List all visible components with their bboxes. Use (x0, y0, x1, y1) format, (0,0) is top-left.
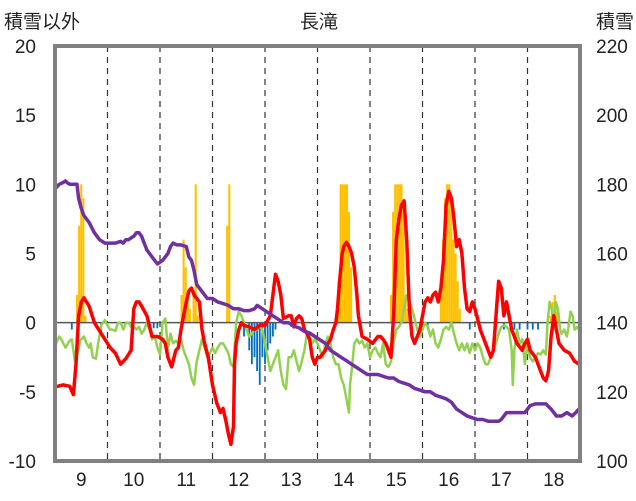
orange-bar (454, 253, 457, 323)
orange-bar (456, 281, 459, 323)
blue-bar (274, 322, 277, 330)
purple-line (54, 179, 581, 423)
orange-bar (458, 308, 461, 323)
red-line (55, 189, 581, 447)
orange-bar (555, 311, 558, 323)
orange-bar (186, 295, 189, 323)
right-tick-label: 160 (596, 245, 628, 266)
right-tick-label: 140 (596, 314, 628, 335)
blue-bar (531, 322, 534, 330)
left-axis-title: 積雪以外 (4, 11, 80, 33)
orange-bar (406, 308, 409, 323)
orange-bar (226, 225, 229, 323)
blue-bar (70, 322, 73, 330)
x-tick-label: 12 (228, 470, 249, 491)
orange-bar (192, 295, 195, 323)
orange-bar (84, 315, 87, 323)
x-tick-label: 9 (76, 470, 87, 491)
left-tick-label: 0 (25, 314, 36, 335)
orange-bar (398, 184, 401, 323)
blue-bar (256, 322, 259, 372)
left-tick-labels: 20 15 10 5 0 -5 -10 (9, 37, 36, 473)
orange-bar (448, 184, 451, 323)
orange-bar (402, 212, 405, 323)
orange-bar (347, 212, 351, 323)
x-tick-label: 13 (281, 470, 302, 491)
blue-bar (266, 322, 269, 351)
orange-bar (389, 295, 393, 323)
x-tick-label: 17 (491, 470, 512, 491)
blue-bar (518, 322, 521, 330)
left-tick-label: 10 (15, 175, 36, 196)
orange-bar (350, 267, 353, 323)
orange-bar (80, 184, 83, 323)
left-tick-label: 20 (15, 37, 36, 58)
orange-bar (446, 184, 449, 323)
blue-bar (258, 322, 261, 385)
orange-bar (450, 198, 453, 323)
blue-bar (537, 322, 539, 330)
x-tick-labels: 9 10 11 12 13 14 15 16 17 18 (76, 470, 564, 491)
orange-bar (194, 184, 197, 323)
orange-bar (184, 267, 187, 323)
blue-bar (468, 322, 471, 330)
chart-title: 長滝 (300, 11, 338, 33)
orange-bar (404, 295, 407, 323)
orange-bar (228, 184, 231, 323)
blue-bar (526, 322, 529, 330)
orange-bar (549, 315, 552, 323)
right-tick-label: 120 (596, 383, 628, 404)
blue-bar (261, 322, 264, 358)
orange-bar (400, 184, 403, 323)
right-tick-label: 220 (596, 37, 628, 58)
orange-bar (196, 315, 199, 323)
plot-frame (53, 44, 582, 463)
orange-bar (345, 184, 348, 323)
left-tick-label: 5 (25, 245, 36, 266)
right-tick-label: 200 (596, 106, 628, 127)
blue-bar (156, 322, 159, 329)
right-tick-label: 180 (596, 175, 628, 196)
orange-bar (78, 225, 81, 323)
orange-bar (452, 239, 455, 323)
blue-bar (250, 322, 253, 365)
left-tick-label: -10 (9, 452, 36, 473)
x-tick-label: 11 (176, 470, 196, 491)
orange-bar (182, 239, 185, 323)
blue-bar (269, 322, 272, 344)
x-tick-label: 14 (333, 470, 355, 491)
x-tick-label: 15 (386, 470, 407, 491)
x-tick-label: 10 (123, 470, 144, 491)
blue-bar (253, 322, 256, 358)
orange-bar (343, 184, 346, 323)
x-tick-label: 18 (543, 470, 564, 491)
orange-bar (76, 295, 79, 323)
line-series (54, 179, 581, 447)
orange-bar (180, 295, 183, 323)
orange-bar (439, 295, 442, 323)
left-tick-label: 15 (15, 106, 36, 127)
right-tick-label: 100 (596, 452, 628, 473)
blue-bar (152, 322, 155, 329)
orange-bar (392, 212, 395, 323)
right-tick-labels: 220 200 180 160 140 120 100 (596, 37, 628, 473)
left-tick-label: -5 (19, 383, 36, 404)
blue-bar (243, 322, 245, 337)
x-tick-label: 16 (438, 470, 459, 491)
right-axis-title: 積雪 (596, 11, 634, 33)
blue-bar (513, 322, 516, 330)
orange-bar (188, 308, 191, 323)
orange-bar (82, 198, 85, 323)
vertical-gridlines (106, 46, 529, 461)
blue-bar (271, 322, 274, 337)
